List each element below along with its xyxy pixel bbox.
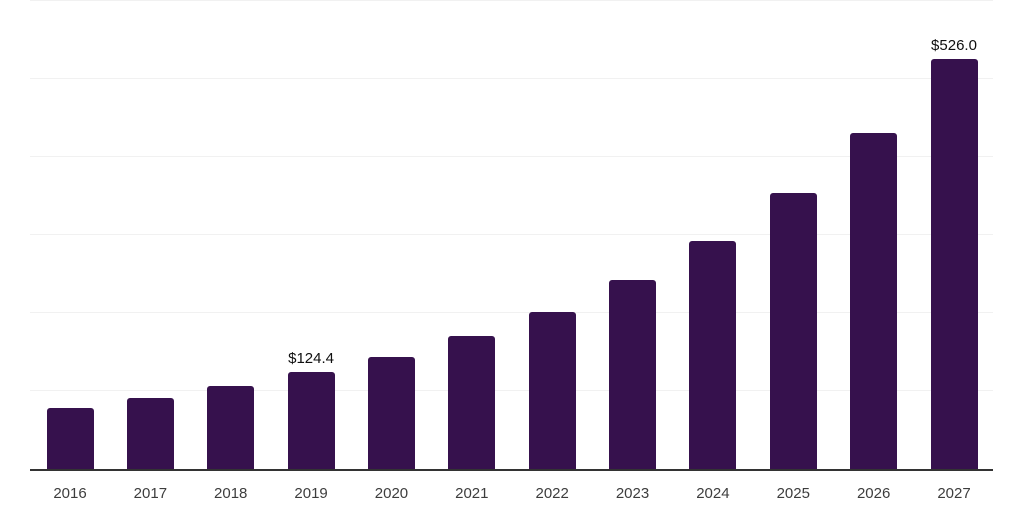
plot-area: [30, 0, 993, 469]
bar-2025: [769, 192, 817, 469]
x-tick-label-2020: 2020: [374, 485, 409, 502]
gridline-100: [30, 390, 993, 391]
x-tick-label-2018: 2018: [214, 485, 248, 502]
gridline-200: [30, 312, 993, 313]
bar-2019: [287, 371, 335, 469]
bar-2026: [850, 132, 898, 469]
gridline-300: [30, 234, 993, 235]
data-label-2027: $526.0: [931, 36, 977, 54]
bar-2018: [207, 385, 255, 469]
bar-2027: [930, 58, 978, 469]
bar-2024: [689, 241, 737, 469]
bar-2021: [448, 336, 496, 469]
x-tick-label-2021: 2021: [455, 485, 489, 502]
data-label-2019: $124.4: [288, 349, 335, 367]
gridline-600: [30, 0, 993, 1]
x-tick-label-2023: 2023: [615, 485, 650, 502]
x-tick-label-2022: 2022: [535, 485, 569, 502]
x-tick-label-2025: 2025: [776, 485, 810, 502]
gridline-400: [30, 156, 993, 157]
bar-2020: [367, 356, 415, 469]
gridline-500: [30, 78, 993, 79]
bar-2023: [609, 280, 657, 469]
x-tick-label-2019: 2019: [294, 485, 328, 502]
x-tick-label-2026: 2026: [856, 485, 891, 502]
x-tick-label-2024: 2024: [696, 485, 730, 502]
x-axis-line: [30, 469, 993, 471]
bar-2022: [528, 311, 576, 469]
x-tick-label-2027: 2027: [937, 485, 971, 502]
bar-2017: [126, 397, 174, 469]
bar-2016: [46, 407, 94, 469]
x-tick-label-2017: 2017: [133, 485, 168, 502]
x-tick-label-2016: 2016: [53, 485, 87, 502]
